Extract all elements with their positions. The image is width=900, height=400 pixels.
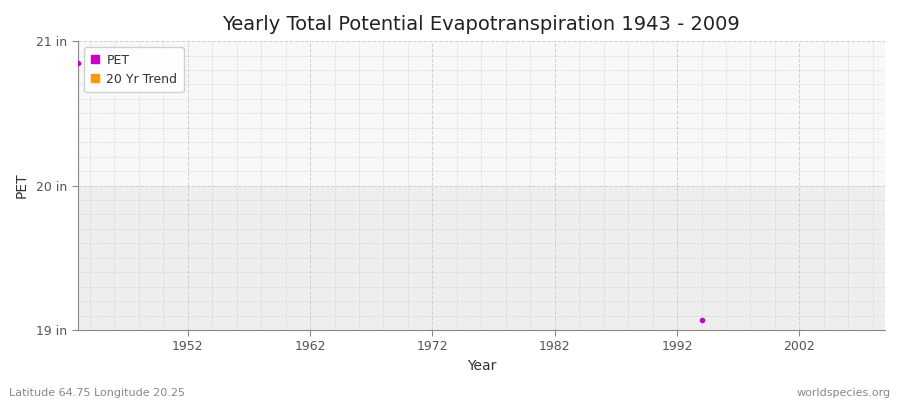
Legend: PET, 20 Yr Trend: PET, 20 Yr Trend (84, 47, 184, 92)
Bar (77, 41, 885, 186)
X-axis label: Year: Year (466, 359, 496, 373)
Title: Yearly Total Potential Evapotranspiration 1943 - 2009: Yearly Total Potential Evapotranspiratio… (222, 15, 740, 34)
Y-axis label: PET: PET (15, 173, 29, 198)
Bar (77, 186, 885, 330)
Text: worldspecies.org: worldspecies.org (796, 388, 891, 398)
Text: Latitude 64.75 Longitude 20.25: Latitude 64.75 Longitude 20.25 (9, 388, 185, 398)
